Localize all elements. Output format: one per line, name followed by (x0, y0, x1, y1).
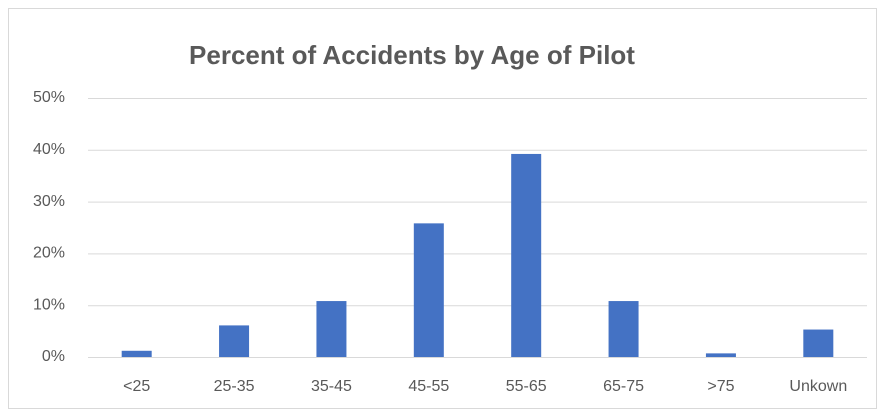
x-tick-label: 25-35 (214, 378, 255, 395)
y-tick-label: 30% (33, 193, 65, 210)
y-tick-label: 10% (33, 296, 65, 313)
bar (608, 301, 639, 357)
chart-title: Percent of Accidents by Age of Pilot (189, 40, 635, 70)
x-tick-label: >75 (707, 378, 734, 395)
bar (316, 301, 347, 357)
bar (121, 350, 152, 357)
bar (511, 153, 542, 357)
x-tick-label: Unkown (789, 378, 847, 395)
bar (413, 223, 444, 357)
x-tick-label: 65-75 (603, 378, 644, 395)
bar (219, 325, 250, 357)
x-tick-label: 35-45 (311, 378, 352, 395)
bar (803, 329, 834, 357)
bar (705, 353, 736, 357)
x-tick-label: <25 (123, 378, 150, 395)
x-tick-label: 55-65 (506, 378, 547, 395)
y-tick-label: 20% (33, 245, 65, 262)
x-tick-label: 45-55 (408, 378, 449, 395)
y-tick-label: 50% (33, 89, 65, 106)
y-tick-label: 0% (42, 348, 65, 365)
y-tick-label: 40% (33, 141, 65, 158)
